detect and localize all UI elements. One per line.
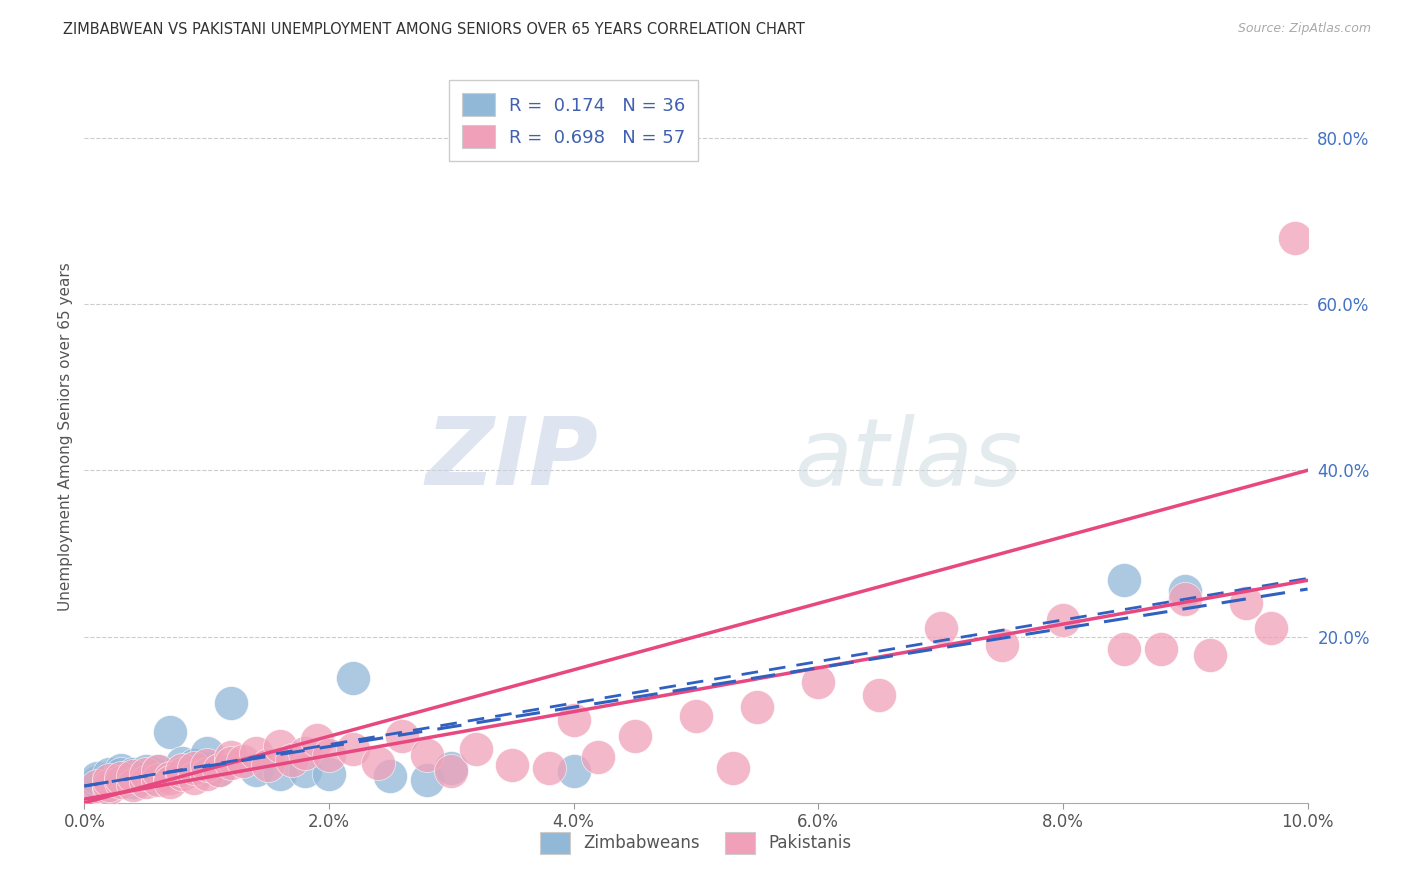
Point bbox=[685, 708, 707, 723]
Point bbox=[146, 769, 169, 783]
Point bbox=[562, 764, 585, 779]
Point bbox=[1114, 642, 1136, 657]
Point bbox=[318, 747, 340, 762]
Point bbox=[97, 779, 120, 793]
Point bbox=[416, 772, 439, 787]
Point bbox=[747, 700, 769, 714]
Point bbox=[538, 761, 561, 775]
Point bbox=[146, 772, 169, 787]
Point bbox=[294, 746, 316, 760]
Point bbox=[159, 771, 181, 785]
Point bbox=[183, 771, 205, 785]
Point bbox=[86, 771, 108, 785]
Point bbox=[183, 758, 205, 772]
Point bbox=[159, 725, 181, 739]
Point bbox=[318, 766, 340, 780]
Point bbox=[807, 675, 830, 690]
Point bbox=[1236, 596, 1258, 610]
Point bbox=[245, 763, 267, 777]
Point bbox=[1052, 613, 1074, 627]
Point bbox=[159, 775, 181, 789]
Point bbox=[219, 756, 242, 770]
Point bbox=[721, 761, 744, 775]
Point bbox=[391, 729, 413, 743]
Point bbox=[97, 778, 120, 792]
Point bbox=[195, 746, 218, 760]
Point bbox=[86, 779, 108, 793]
Point bbox=[195, 758, 218, 772]
Point bbox=[219, 696, 242, 710]
Point bbox=[172, 763, 194, 777]
Point bbox=[110, 763, 132, 777]
Point bbox=[97, 775, 120, 789]
Point bbox=[342, 741, 364, 756]
Point bbox=[135, 764, 157, 779]
Point bbox=[122, 769, 145, 783]
Point bbox=[97, 766, 120, 780]
Point bbox=[269, 766, 291, 780]
Point bbox=[110, 771, 132, 785]
Point bbox=[110, 775, 132, 789]
Point bbox=[464, 741, 486, 756]
Point bbox=[146, 764, 169, 779]
Point bbox=[135, 775, 157, 789]
Text: ZIP: ZIP bbox=[425, 413, 598, 505]
Point bbox=[183, 761, 205, 775]
Point bbox=[110, 766, 132, 780]
Point bbox=[135, 771, 157, 785]
Point bbox=[195, 761, 218, 775]
Point bbox=[110, 775, 132, 789]
Text: ZIMBABWEAN VS PAKISTANI UNEMPLOYMENT AMONG SENIORS OVER 65 YEARS CORRELATION CHA: ZIMBABWEAN VS PAKISTANI UNEMPLOYMENT AMO… bbox=[63, 22, 806, 37]
Point bbox=[146, 764, 169, 779]
Y-axis label: Unemployment Among Seniors over 65 years: Unemployment Among Seniors over 65 years bbox=[58, 263, 73, 611]
Point bbox=[1114, 573, 1136, 587]
Point bbox=[367, 756, 389, 770]
Legend: Zimbabweans, Pakistanis: Zimbabweans, Pakistanis bbox=[534, 826, 858, 860]
Point bbox=[1284, 230, 1306, 244]
Point bbox=[1150, 642, 1173, 657]
Point bbox=[208, 763, 231, 777]
Point bbox=[122, 778, 145, 792]
Point bbox=[305, 733, 328, 747]
Point bbox=[269, 739, 291, 754]
Point bbox=[122, 766, 145, 780]
Point bbox=[232, 754, 254, 768]
Point bbox=[172, 766, 194, 780]
Point bbox=[294, 764, 316, 779]
Point bbox=[110, 771, 132, 785]
Text: Source: ZipAtlas.com: Source: ZipAtlas.com bbox=[1237, 22, 1371, 36]
Point bbox=[342, 671, 364, 685]
Point bbox=[1260, 621, 1282, 635]
Point bbox=[208, 763, 231, 777]
Point bbox=[122, 775, 145, 789]
Point bbox=[1198, 648, 1220, 662]
Point bbox=[624, 729, 647, 743]
Point bbox=[416, 747, 439, 762]
Point bbox=[86, 779, 108, 793]
Point bbox=[586, 750, 609, 764]
Point bbox=[97, 780, 120, 795]
Point bbox=[172, 756, 194, 770]
Point bbox=[440, 761, 463, 775]
Text: atlas: atlas bbox=[794, 414, 1022, 505]
Point bbox=[562, 713, 585, 727]
Point bbox=[1174, 592, 1197, 607]
Point bbox=[135, 766, 157, 780]
Point bbox=[97, 772, 120, 787]
Point bbox=[1174, 583, 1197, 598]
Point bbox=[97, 771, 120, 785]
Point bbox=[257, 758, 280, 772]
Point bbox=[929, 621, 952, 635]
Point bbox=[502, 758, 524, 772]
Point bbox=[195, 766, 218, 780]
Point bbox=[219, 750, 242, 764]
Point bbox=[86, 775, 108, 789]
Point bbox=[991, 638, 1014, 652]
Point bbox=[281, 753, 304, 767]
Point bbox=[122, 771, 145, 785]
Point bbox=[440, 764, 463, 779]
Point bbox=[245, 746, 267, 760]
Point bbox=[380, 769, 402, 783]
Point bbox=[869, 688, 891, 702]
